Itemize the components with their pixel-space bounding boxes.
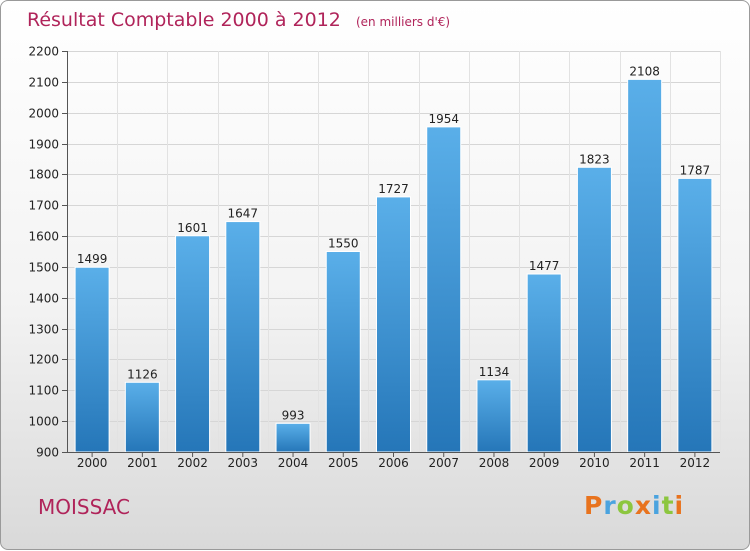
bar-value-label: 1601 <box>177 221 208 235</box>
y-axis: 900 1000 1100 1200 1300 1400 1500 1600 1700 1800 1… <box>28 45 68 460</box>
bar-value-label: 1727 <box>378 182 409 196</box>
city-name: MOISSAC <box>38 495 130 519</box>
bars: 1499 1126 1601 1647 993 1550 1727 1954 1134 1477 1… <box>74 64 713 453</box>
bar-value-label: 1787 <box>680 163 711 177</box>
bar-value-label: 1134 <box>479 365 510 379</box>
chart-title-block: Résultat Comptable 2000 à 2012 (en milli… <box>27 9 450 31</box>
bar-value-label: 1550 <box>328 237 359 251</box>
bar <box>124 381 160 453</box>
chart-subtitle: (en milliers d'€) <box>355 15 451 29</box>
x-tick-label: 2011 <box>629 456 660 470</box>
y-tick-label: 1800 <box>28 168 59 182</box>
bar <box>74 266 110 453</box>
logo-letter: t <box>661 491 675 520</box>
logo-letter: P <box>584 491 604 520</box>
y-tick-label: 1900 <box>28 138 59 152</box>
y-tick-label: 2100 <box>28 76 59 90</box>
y-tick-label: 1000 <box>28 415 59 429</box>
x-tick-label: 2010 <box>579 456 610 470</box>
x-axis: 2000 2001 2002 2003 2004 2005 2006 2007 2008 2009… <box>67 452 720 470</box>
logo-letter: x <box>634 491 652 520</box>
x-tick-label: 2006 <box>378 456 409 470</box>
x-tick-label: 2004 <box>278 456 309 470</box>
y-tick-label: 2200 <box>28 45 59 59</box>
y-tick-label: 900 <box>36 446 59 460</box>
y-tick-label: 1100 <box>28 384 59 398</box>
x-tick-label: 2001 <box>127 456 158 470</box>
bar-value-label: 1477 <box>529 259 560 273</box>
y-tick-label: 1500 <box>28 261 59 275</box>
bar <box>627 78 663 453</box>
x-tick-label: 2000 <box>77 456 108 470</box>
proxiti-logo: Proxiti <box>584 491 684 520</box>
y-tick-label: 1400 <box>28 292 59 306</box>
bar <box>325 251 361 453</box>
bar <box>677 177 713 453</box>
bar <box>476 379 512 453</box>
x-tick-label: 2002 <box>177 456 208 470</box>
x-tick-label: 2003 <box>228 456 259 470</box>
bar <box>526 273 562 453</box>
bar-value-label: 993 <box>282 408 305 422</box>
x-tick-label: 2008 <box>479 456 510 470</box>
x-tick-label: 2007 <box>428 456 459 470</box>
x-tick-label: 2012 <box>680 456 711 470</box>
y-tick-label: 1700 <box>28 199 59 213</box>
logo-letter: i <box>652 491 662 520</box>
logo-letter: i <box>674 491 685 520</box>
y-tick-label: 1600 <box>28 230 59 244</box>
bar-value-label: 1954 <box>428 112 459 126</box>
y-tick-label: 1300 <box>28 323 59 337</box>
bar-value-label: 1647 <box>228 207 259 221</box>
bar <box>225 221 261 453</box>
bar <box>426 126 462 453</box>
logo-letter: o <box>616 491 635 520</box>
bar <box>376 196 411 453</box>
chart-title: Résultat Comptable 2000 à 2012 <box>27 9 341 31</box>
bar <box>275 422 311 453</box>
bar-value-label: 1823 <box>579 152 610 166</box>
y-tick-label: 2000 <box>28 107 59 121</box>
bar-value-label: 2108 <box>629 64 660 78</box>
x-tick-label: 2005 <box>328 456 359 470</box>
logo-letter: r <box>603 491 617 520</box>
bar-value-label: 1499 <box>77 252 108 266</box>
x-tick-label: 2009 <box>529 456 560 470</box>
y-tick-label: 1200 <box>28 353 59 367</box>
bar <box>175 235 211 453</box>
bar <box>576 166 612 453</box>
bar-value-label: 1126 <box>127 367 158 381</box>
